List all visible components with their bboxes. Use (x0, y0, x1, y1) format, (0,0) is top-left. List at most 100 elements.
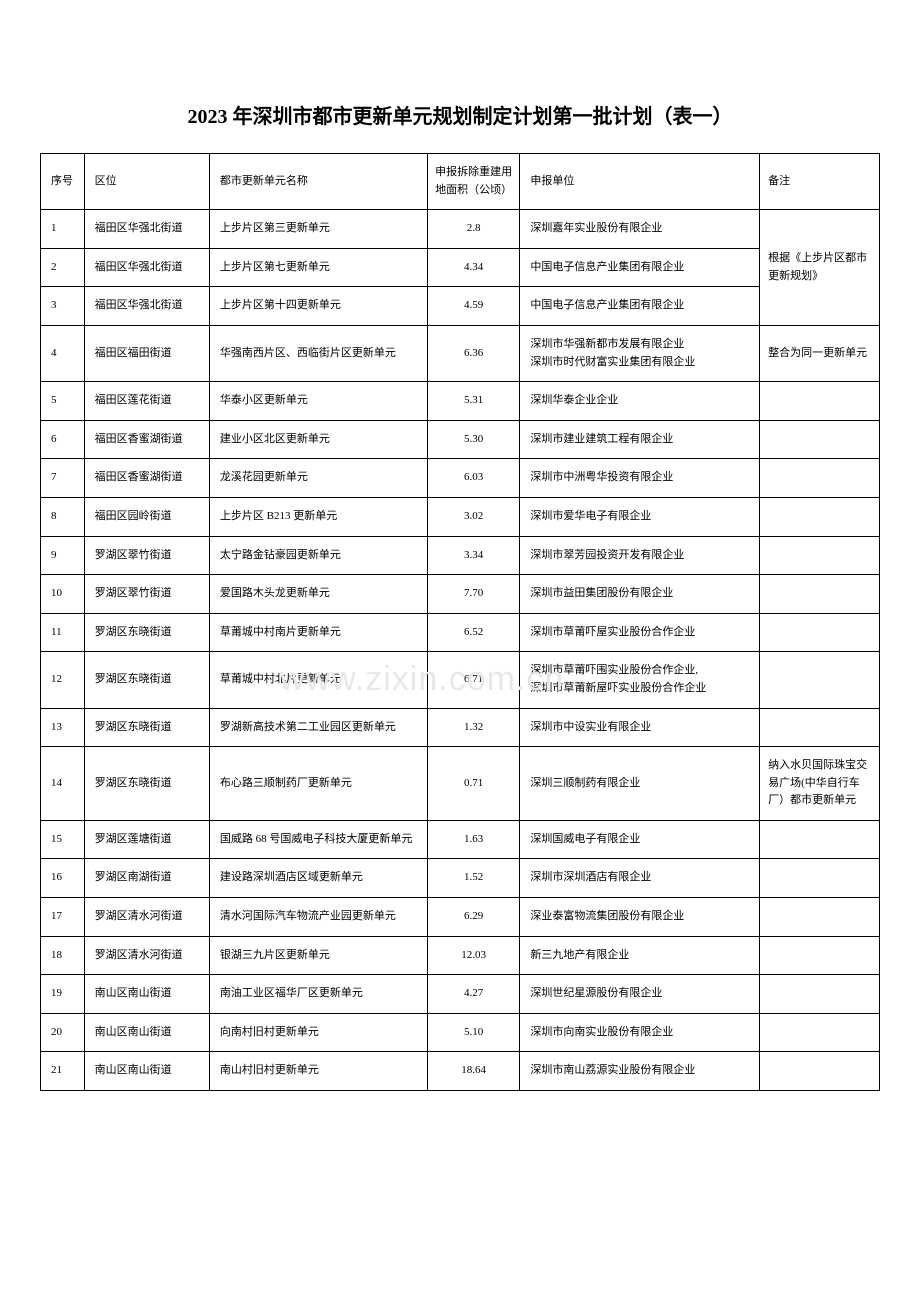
table-row: 18罗湖区清水河街道银湖三九片区更新单元12.03新三九地产有限企业 (41, 936, 880, 975)
cell-seq: 2 (41, 248, 85, 287)
cell-area: 6.29 (427, 898, 520, 937)
cell-seq: 16 (41, 859, 85, 898)
cell-remark (760, 536, 880, 575)
cell-name: 草莆城中村北片更新单元 (209, 652, 427, 708)
cell-app: 深圳世纪星源股份有限企业 (520, 975, 760, 1014)
table-row: 8福田区园岭街道上步片区 B213 更新单元3.02深圳市爱华电子有限企业 (41, 497, 880, 536)
table-row: 16罗湖区南湖街道建设路深圳酒店区域更新单元1.52深圳市深圳酒店有限企业 (41, 859, 880, 898)
table-row: 15罗湖区莲塘街道国威路 68 号国威电子科技大厦更新单元1.63深圳国威电子有… (41, 820, 880, 859)
cell-seq: 12 (41, 652, 85, 708)
cell-area: 1.52 (427, 859, 520, 898)
cell-remark (760, 575, 880, 614)
col-header-app: 申报单位 (520, 154, 760, 210)
cell-area: 18.64 (427, 1052, 520, 1091)
col-header-name: 都市更新单元名称 (209, 154, 427, 210)
cell-seq: 20 (41, 1013, 85, 1052)
plan-table: 序号 区位 都市更新单元名称 申报拆除重建用地面积（公顷） 申报单位 备注 1福… (40, 153, 880, 1091)
cell-loc: 福田区华强北街道 (84, 248, 209, 287)
cell-seq: 19 (41, 975, 85, 1014)
col-header-remark: 备注 (760, 154, 880, 210)
cell-seq: 5 (41, 382, 85, 421)
cell-loc: 罗湖区翠竹街道 (84, 536, 209, 575)
cell-name: 上步片区第十四更新单元 (209, 287, 427, 326)
cell-loc: 福田区华强北街道 (84, 210, 209, 249)
cell-seq: 21 (41, 1052, 85, 1091)
cell-loc: 南山区南山街道 (84, 1052, 209, 1091)
table-row: 2福田区华强北街道上步片区第七更新单元4.34中国电子信息产业集团有限企业 (41, 248, 880, 287)
cell-name: 上步片区 B213 更新单元 (209, 497, 427, 536)
cell-app: 深圳市华强新都市发展有限企业 深圳市时代财富实业集团有限企业 (520, 325, 760, 381)
cell-seq: 11 (41, 613, 85, 652)
table-row: 3福田区华强北街道上步片区第十四更新单元4.59中国电子信息产业集团有限企业 (41, 287, 880, 326)
cell-app: 深圳市益田集团股份有限企业 (520, 575, 760, 614)
col-header-loc: 区位 (84, 154, 209, 210)
cell-loc: 罗湖区翠竹街道 (84, 575, 209, 614)
table-row: 17罗湖区清水河街道清水河国际汽车物流产业园更新单元6.29深业泰富物流集团股份… (41, 898, 880, 937)
cell-app: 深圳市爱华电子有限企业 (520, 497, 760, 536)
cell-loc: 罗湖区莲塘街道 (84, 820, 209, 859)
cell-remark: 根据《上步片区都市更新规划》 (760, 210, 880, 326)
cell-name: 华强南西片区、西临街片区更新单元 (209, 325, 427, 381)
cell-remark (760, 459, 880, 498)
cell-name: 爱国路木头龙更新单元 (209, 575, 427, 614)
cell-area: 1.32 (427, 708, 520, 747)
cell-remark (760, 859, 880, 898)
cell-loc: 罗湖区南湖街道 (84, 859, 209, 898)
cell-seq: 18 (41, 936, 85, 975)
table-row: 20南山区南山街道向南村旧村更新单元5.10深圳市向南实业股份有限企业 (41, 1013, 880, 1052)
cell-name: 上步片区第七更新单元 (209, 248, 427, 287)
col-header-area: 申报拆除重建用地面积（公顷） (427, 154, 520, 210)
cell-loc: 福田区莲花街道 (84, 382, 209, 421)
table-row: 14罗湖区东晓街道布心路三顺制药厂更新单元0.71深圳三顺制药有限企业纳入水贝国… (41, 747, 880, 821)
cell-remark (760, 708, 880, 747)
cell-name: 罗湖新高技术第二工业园区更新单元 (209, 708, 427, 747)
cell-remark: 整合为同一更新单元 (760, 325, 880, 381)
cell-area: 0.71 (427, 747, 520, 821)
cell-app: 深圳市草莆吓屋实业股份合作企业 (520, 613, 760, 652)
cell-area: 1.63 (427, 820, 520, 859)
cell-app: 深圳市向南实业股份有限企业 (520, 1013, 760, 1052)
cell-name: 龙溪花园更新单元 (209, 459, 427, 498)
cell-area: 2.8 (427, 210, 520, 249)
cell-seq: 3 (41, 287, 85, 326)
cell-loc: 罗湖区东晓街道 (84, 652, 209, 708)
cell-loc: 福田区华强北街道 (84, 287, 209, 326)
cell-loc: 南山区南山街道 (84, 1013, 209, 1052)
cell-loc: 福田区园岭街道 (84, 497, 209, 536)
cell-loc: 南山区南山街道 (84, 975, 209, 1014)
cell-area: 4.27 (427, 975, 520, 1014)
cell-seq: 17 (41, 898, 85, 937)
cell-name: 清水河国际汽车物流产业园更新单元 (209, 898, 427, 937)
table-row: 4福田区福田街道华强南西片区、西临街片区更新单元6.36深圳市华强新都市发展有限… (41, 325, 880, 381)
cell-remark: 纳入水贝国际珠宝交易广场(中华自行车厂）都市更新单元 (760, 747, 880, 821)
cell-area: 4.34 (427, 248, 520, 287)
cell-app: 深圳市南山荔源实业股份有限企业 (520, 1052, 760, 1091)
table-row: 12罗湖区东晓街道草莆城中村北片更新单元6.71深圳市草莆吓围实业股份合作企业,… (41, 652, 880, 708)
cell-area: 6.52 (427, 613, 520, 652)
cell-remark (760, 1052, 880, 1091)
table-row: 5福田区莲花街道华泰小区更新单元5.31深圳华泰企业企业 (41, 382, 880, 421)
cell-area: 12.03 (427, 936, 520, 975)
cell-seq: 13 (41, 708, 85, 747)
cell-name: 布心路三顺制药厂更新单元 (209, 747, 427, 821)
cell-loc: 福田区香蜜湖街道 (84, 420, 209, 459)
table-row: 9罗湖区翠竹街道太宁路金钻豪园更新单元3.34深圳市翠芳园投资开发有限企业 (41, 536, 880, 575)
cell-remark (760, 898, 880, 937)
cell-remark (760, 613, 880, 652)
cell-remark (760, 975, 880, 1014)
cell-remark (760, 652, 880, 708)
cell-area: 3.34 (427, 536, 520, 575)
cell-seq: 6 (41, 420, 85, 459)
cell-name: 银湖三九片区更新单元 (209, 936, 427, 975)
cell-loc: 罗湖区东晓街道 (84, 613, 209, 652)
document-page: 2023 年深圳市都市更新单元规划制定计划第一批计划（表一） www.zixin… (0, 0, 920, 1151)
cell-app: 深圳市深圳酒店有限企业 (520, 859, 760, 898)
cell-app: 中国电子信息产业集团有限企业 (520, 248, 760, 287)
table-row: 11罗湖区东晓街道草莆城中村南片更新单元6.52深圳市草莆吓屋实业股份合作企业 (41, 613, 880, 652)
table-row: 19南山区南山街道南油工业区福华厂区更新单元4.27深圳世纪星源股份有限企业 (41, 975, 880, 1014)
cell-app: 深圳市中洲粤华投资有限企业 (520, 459, 760, 498)
cell-name: 建业小区北区更新单元 (209, 420, 427, 459)
col-header-seq: 序号 (41, 154, 85, 210)
cell-loc: 福田区香蜜湖街道 (84, 459, 209, 498)
cell-name: 草莆城中村南片更新单元 (209, 613, 427, 652)
